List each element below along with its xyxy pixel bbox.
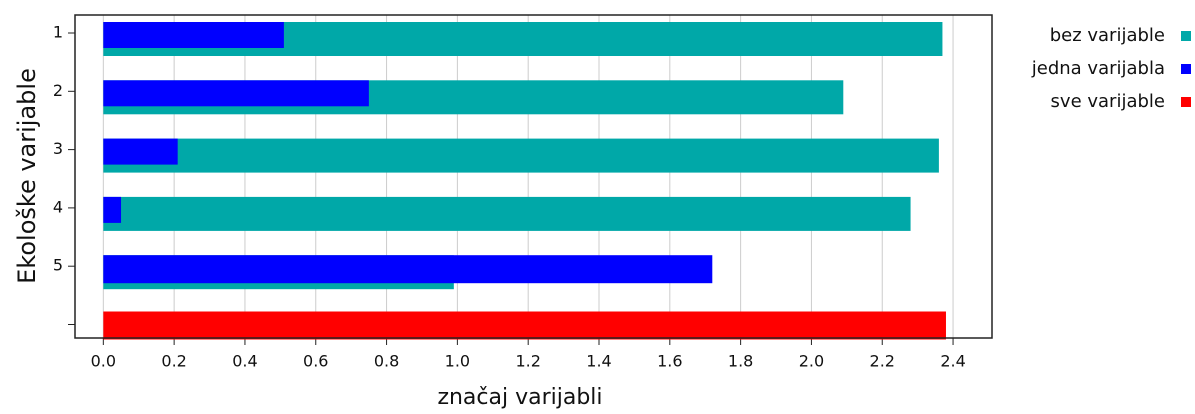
bar <box>103 138 178 165</box>
legend-label: jedna varijabla <box>1031 58 1165 79</box>
x-tick-label: 1.4 <box>586 352 611 371</box>
legend-label: sve varijable <box>1051 91 1165 112</box>
x-tick-label: 1.0 <box>445 352 470 371</box>
x-tick-label: 2.0 <box>799 352 824 371</box>
x-tick-label: 2.2 <box>870 352 895 371</box>
y-tick-label: 5 <box>53 256 63 275</box>
x-tick-label: 2.4 <box>940 352 965 371</box>
y-tick-label: 2 <box>53 81 63 100</box>
plot-area <box>75 15 992 338</box>
x-axis-label: značaj varijabli <box>437 385 602 410</box>
plot-frame <box>74 14 993 339</box>
y-axis-label: Ekološke varijable <box>13 68 41 284</box>
bar <box>103 196 122 223</box>
legend-swatch <box>1181 31 1191 41</box>
bar <box>103 311 946 340</box>
bar <box>103 80 369 107</box>
legend-label: bez varijable <box>1050 25 1165 46</box>
x-tick-label: 0.0 <box>91 352 116 371</box>
y-tick-label: 1 <box>53 23 63 42</box>
x-tick-label: 0.4 <box>232 352 257 371</box>
x-tick-label: 0.6 <box>303 352 328 371</box>
legend-swatch <box>1181 97 1191 107</box>
x-tick-label: 0.2 <box>161 352 186 371</box>
bar <box>103 196 911 231</box>
bar <box>103 22 284 48</box>
x-tick-label: 1.6 <box>657 352 682 371</box>
bar <box>103 255 713 284</box>
y-tick-label: 3 <box>53 139 63 158</box>
y-tick-label: 4 <box>53 197 63 216</box>
x-tick-label: 0.8 <box>374 352 399 371</box>
x-tick-label: 1.8 <box>728 352 753 371</box>
legend-swatch <box>1181 64 1191 74</box>
bar <box>103 138 939 173</box>
x-tick-label: 1.2 <box>515 352 540 371</box>
